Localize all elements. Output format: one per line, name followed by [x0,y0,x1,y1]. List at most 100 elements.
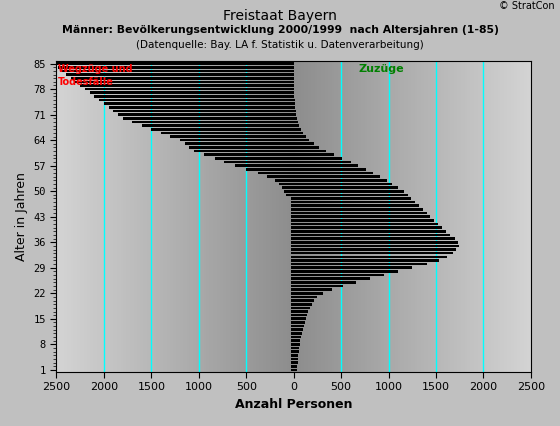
Bar [166,61,167,372]
Bar [165,61,166,372]
Bar [291,328,293,331]
Bar [349,61,351,372]
Bar [291,299,293,302]
Bar [293,266,412,269]
Bar [108,61,109,372]
Bar [291,252,293,254]
Bar [207,61,208,372]
Bar [291,310,293,313]
Bar [220,61,221,372]
Bar [293,233,450,236]
Bar [115,61,116,372]
Bar [464,61,466,372]
Bar [492,61,493,372]
Bar [293,201,415,204]
Bar [57,61,58,372]
Bar [291,368,293,371]
Bar [171,61,172,372]
Bar [273,61,275,372]
Bar [286,61,287,372]
Bar [161,61,162,372]
Bar [417,61,418,372]
Bar [101,61,102,372]
Bar [402,61,403,372]
Bar [147,61,148,372]
Bar [391,61,392,372]
Bar [288,61,289,372]
Bar [100,61,101,372]
Bar [298,61,300,372]
Bar [293,354,298,357]
Bar [291,347,293,349]
Bar [143,61,144,372]
Bar [511,61,512,372]
Bar [293,336,301,338]
Bar [318,61,319,372]
Bar [77,61,78,372]
Bar [253,61,255,372]
Bar [428,61,429,372]
Bar [158,61,160,372]
Bar [484,61,486,372]
Bar [458,61,459,372]
Bar [293,361,297,364]
Bar [142,124,293,127]
Bar [375,61,376,372]
Bar [451,61,452,372]
Bar [353,61,354,372]
Bar [328,61,329,372]
Bar [293,135,306,138]
Bar [90,61,91,372]
Bar [339,61,340,372]
Bar [248,61,249,372]
Bar [262,61,263,372]
Bar [502,61,503,372]
Bar [293,179,387,181]
Bar [137,61,138,372]
Bar [448,61,449,372]
Bar [441,61,442,372]
Bar [123,61,124,372]
Bar [195,61,197,372]
Bar [381,61,382,372]
Bar [157,61,158,372]
Bar [293,95,295,98]
Bar [444,61,446,372]
Bar [208,61,209,372]
Bar [483,61,484,372]
Text: Männer: Bevölkerungsentwicklung 2000/1999  nach Altersjahren (1-85): Männer: Bevölkerungsentwicklung 2000/199… [62,25,498,35]
Bar [65,61,66,372]
Bar [118,61,119,372]
Bar [138,61,139,372]
Bar [86,61,87,372]
Bar [327,61,328,372]
Bar [189,146,293,149]
Bar [237,61,238,372]
Bar [66,61,67,372]
Bar [291,259,293,262]
Bar [82,61,84,372]
Bar [149,61,150,372]
Bar [501,61,502,372]
Bar [291,266,293,269]
Bar [530,61,531,372]
Bar [74,61,76,372]
Bar [297,61,298,372]
Bar [293,223,438,225]
Bar [405,61,407,372]
Bar [347,61,348,372]
Bar [521,61,522,372]
Bar [418,61,419,372]
Bar [293,143,314,145]
Bar [322,61,323,372]
Bar [520,61,521,372]
Bar [155,61,156,372]
Bar [84,61,85,372]
Bar [293,117,297,120]
Bar [291,303,293,305]
Bar [293,288,332,291]
Bar [233,61,235,372]
Bar [291,307,293,309]
Bar [296,61,297,372]
Bar [326,61,327,372]
